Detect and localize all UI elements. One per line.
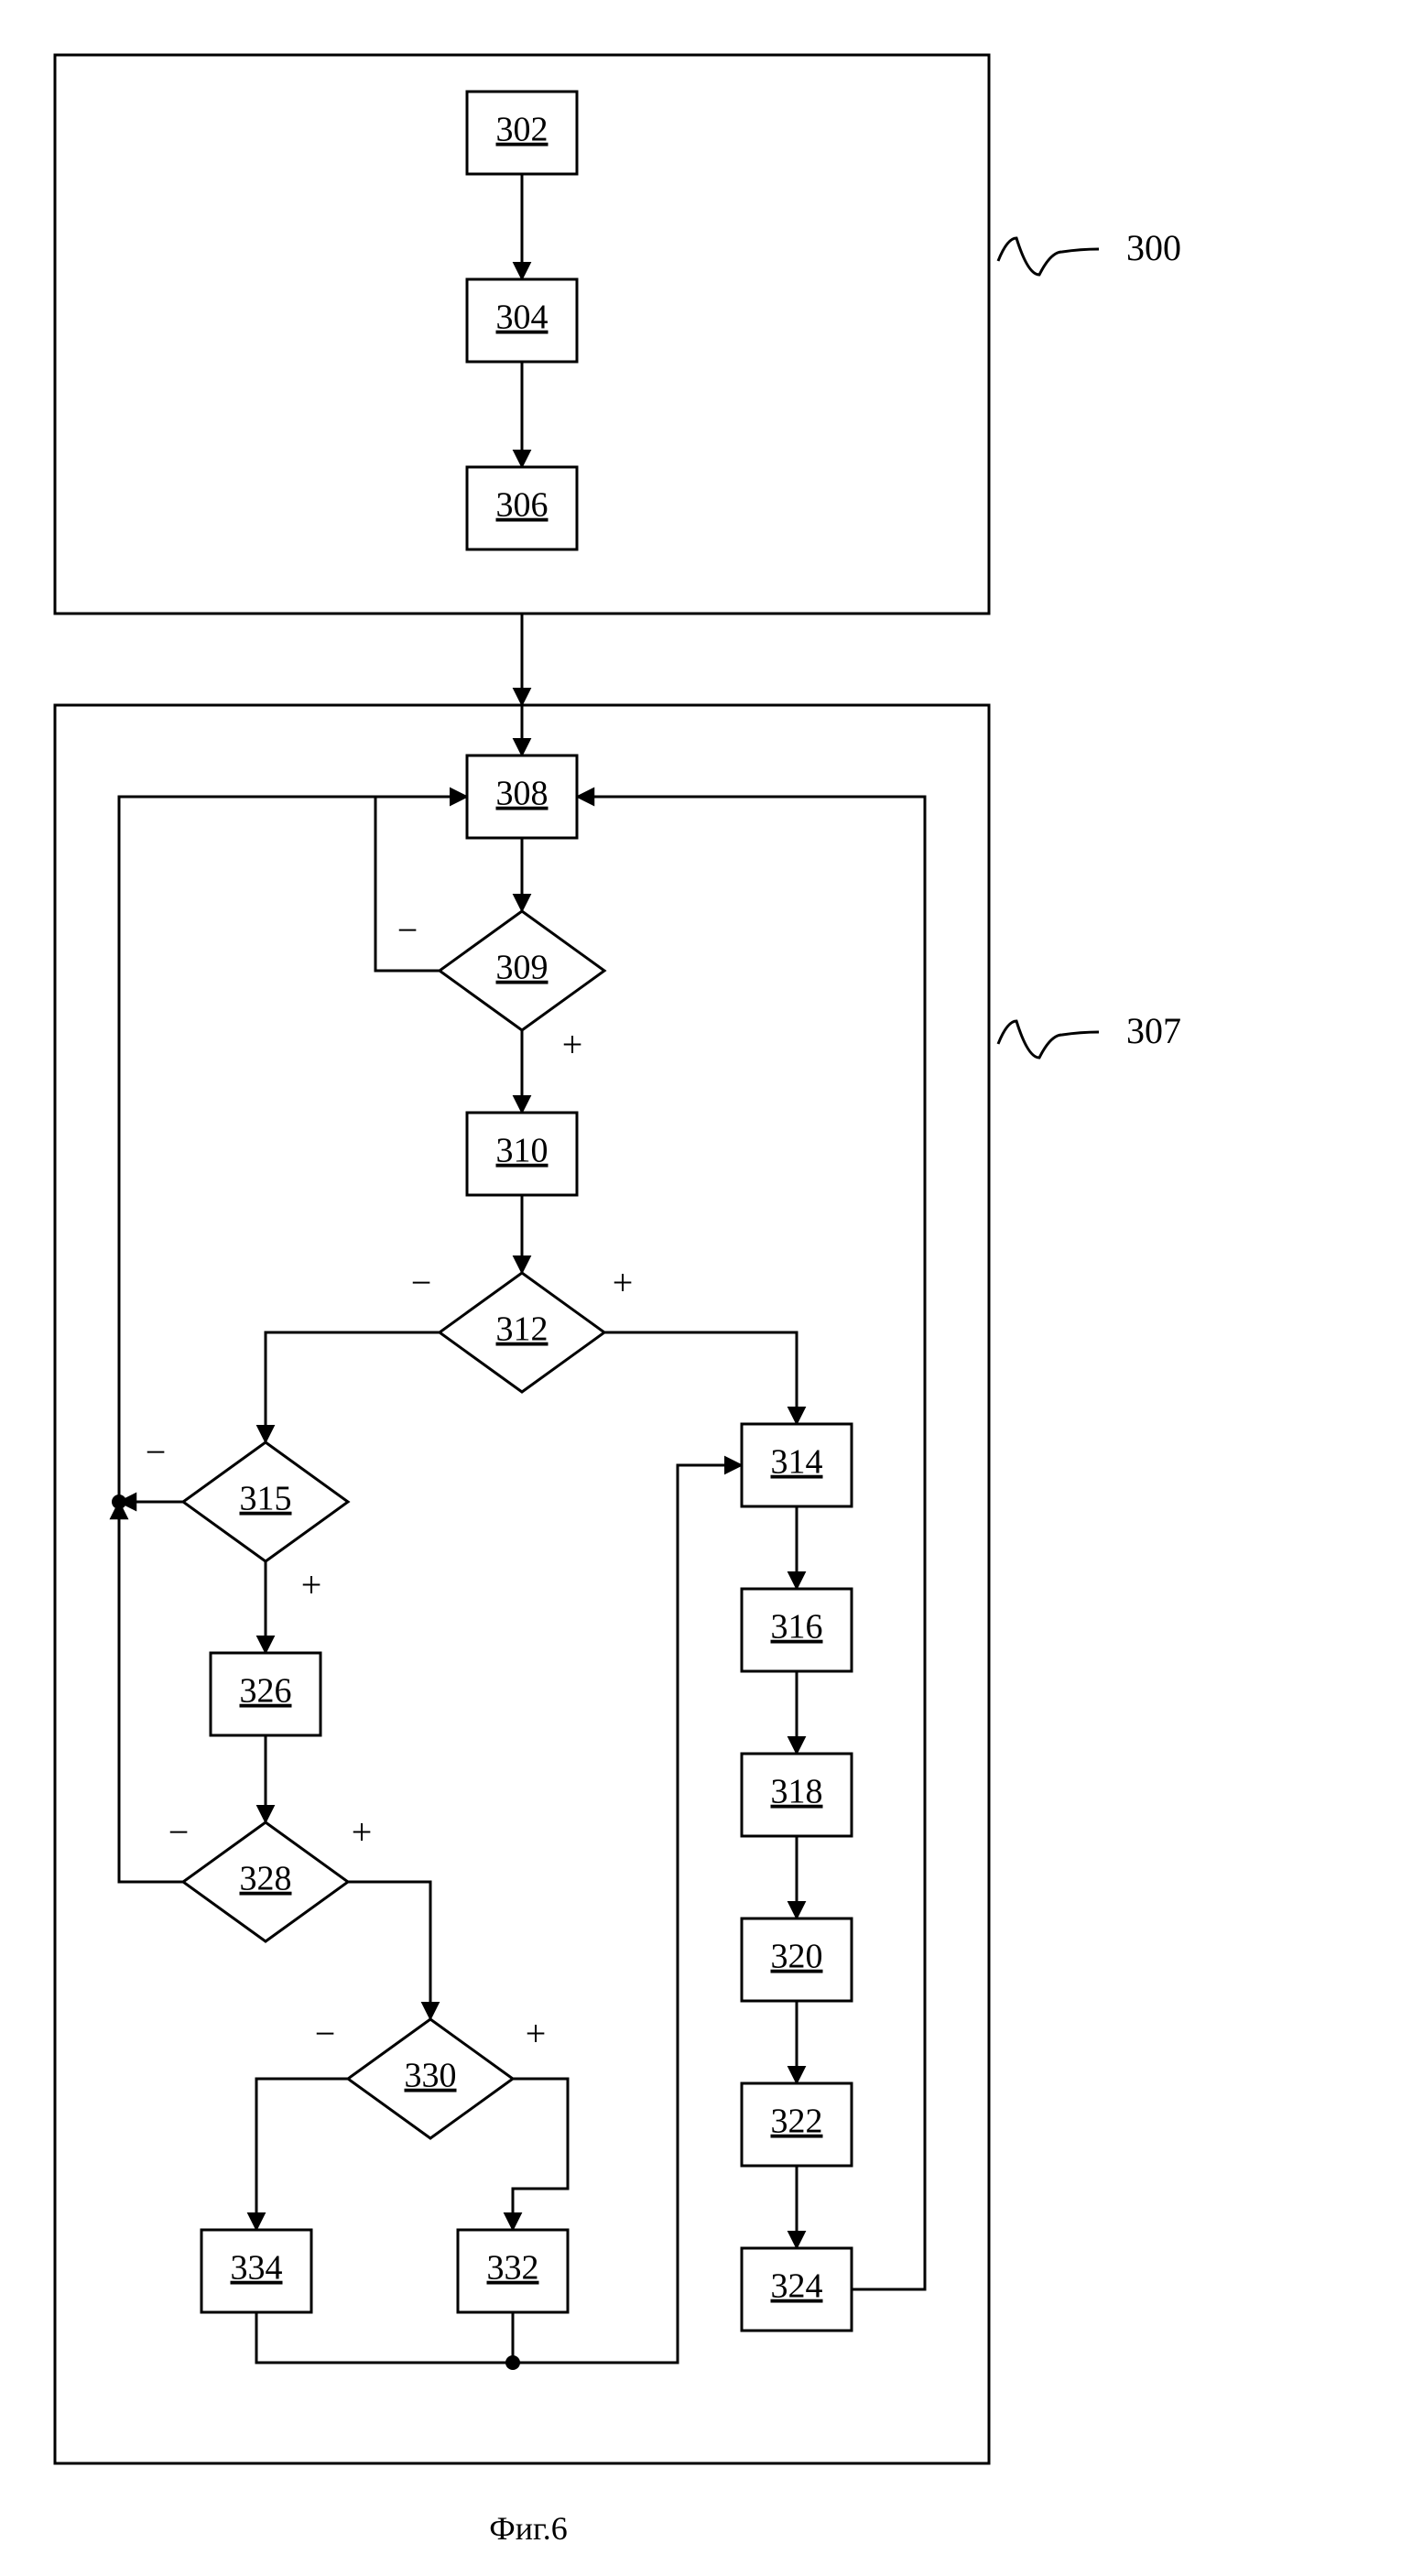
edge (375, 797, 467, 971)
edge-label: − (146, 1431, 167, 1473)
node-label-330: 330 (405, 2057, 457, 2095)
figure-caption: Фиг.6 (489, 2510, 567, 2547)
node-label-320: 320 (771, 1938, 823, 1976)
edge-label: + (301, 1564, 322, 1605)
callout-300: 300 (1126, 227, 1181, 268)
edge (256, 2312, 513, 2363)
edge-label: + (526, 2013, 547, 2054)
node-label-318: 318 (771, 1773, 823, 1811)
edge-label: − (397, 909, 418, 951)
edge (604, 1332, 797, 1424)
edge (513, 1465, 742, 2363)
node-label-304: 304 (496, 299, 549, 337)
j332 (505, 2355, 520, 2370)
edge-label: + (352, 1811, 373, 1853)
edge (513, 2079, 568, 2230)
node-label-309: 309 (496, 949, 549, 987)
node-label-332: 332 (487, 2249, 539, 2288)
callout-line (998, 238, 1099, 275)
edge (348, 1882, 430, 2019)
node-label-302: 302 (496, 111, 549, 149)
edge (256, 2079, 348, 2230)
node-label-324: 324 (771, 2267, 823, 2306)
node-label-326: 326 (240, 1672, 292, 1711)
flowchart-canvas: + − + − + − − + + − 302 304 306 308 309 310 312 314 316 318… (0, 0, 1423, 2576)
node-label-312: 312 (496, 1310, 549, 1349)
edge-label: − (168, 1811, 190, 1853)
node-label-315: 315 (240, 1480, 292, 1518)
edge-label: + (562, 1024, 583, 1065)
node-label-314: 314 (771, 1443, 823, 1482)
edge (577, 797, 925, 2289)
callout-line (998, 1021, 1099, 1058)
node-label-322: 322 (771, 2103, 823, 2141)
edge-label: + (613, 1262, 634, 1303)
edge-label: − (315, 2013, 336, 2054)
node-label-328: 328 (240, 1860, 292, 1898)
node-label-334: 334 (231, 2249, 283, 2288)
node-label-316: 316 (771, 1608, 823, 1647)
j315 (112, 1495, 126, 1509)
edge (119, 797, 467, 1502)
edge-label: − (411, 1262, 432, 1303)
callout-307: 307 (1126, 1010, 1181, 1051)
edge (266, 1332, 440, 1442)
node-label-310: 310 (496, 1132, 549, 1170)
node-label-308: 308 (496, 775, 549, 813)
node-label-306: 306 (496, 486, 549, 525)
